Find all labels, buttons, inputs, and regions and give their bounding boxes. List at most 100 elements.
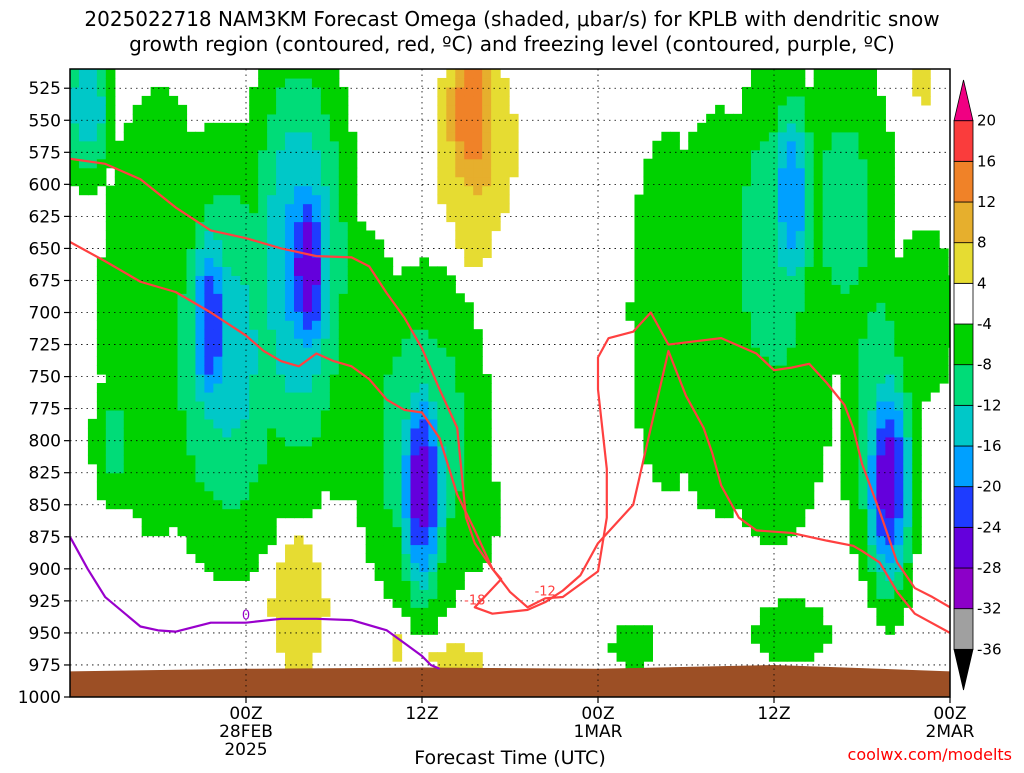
omega-cell [302,625,313,635]
omega-cell [750,347,761,357]
omega-cell [347,338,358,348]
omega-cell [437,167,447,178]
omega-cell [177,113,188,124]
omega-cell [984,625,994,635]
omega-cell [473,239,483,250]
omega-cell [652,212,662,223]
omega-cell [473,454,483,465]
omega-cell [249,391,259,402]
omega-cell [347,383,358,393]
omega-cell [258,418,268,429]
omega-cell [123,203,134,214]
omega-cell [1002,643,1012,653]
omega-cell [240,302,250,312]
omega-cell [715,230,725,241]
omega-cell [347,158,358,169]
omega-cell [777,185,788,196]
omega-cell [276,490,286,501]
omega-cell [365,356,376,366]
omega-cell [105,203,116,214]
omega-cell [715,463,725,474]
omega-cell [177,329,188,339]
omega-cell [365,257,376,267]
omega-cell [428,454,438,465]
contour-freezing [70,536,441,670]
omega-cell [222,248,232,258]
omega-cell [285,320,295,330]
omega-cell [105,140,116,151]
omega-cell [768,239,779,250]
omega-cell [347,320,358,330]
omega-cell [294,445,304,456]
omega-cell [392,643,403,653]
omega-cell [374,338,385,348]
omega-cell [894,275,904,285]
omega-cell [267,499,277,510]
omega-cell [733,383,743,393]
credit-text: coolwx.com/modelts [848,745,1012,764]
omega-cell [123,391,134,402]
omega-cell [473,409,483,420]
omega-cell [186,445,197,456]
omega-cell [105,391,116,402]
omega-cell [428,418,438,429]
omega-cell [132,374,143,384]
omega-cell [813,158,824,169]
omega-cell [840,158,851,169]
omega-cell [267,230,277,241]
omega-cell [410,535,421,546]
omega-cell [195,553,205,564]
omega-cell [365,338,376,348]
omega-cell [276,499,286,510]
omega-cell [446,176,456,187]
omega-cell [159,400,170,411]
omega-cell [777,239,788,250]
omega-cell [885,329,895,339]
omega-cell [473,481,483,492]
omega-cell [795,77,806,88]
omega-cell [168,158,179,169]
omega-cell [78,113,89,124]
omega-cell [885,418,895,429]
omega-cell [329,248,340,258]
omega-cell [912,383,922,393]
y-tick-label: 825 [29,464,61,484]
omega-cell [759,95,770,106]
omega-cell [786,248,797,258]
omega-cell [105,329,116,339]
omega-cell [105,266,116,276]
colorbar-tick-label: -28 [977,559,1002,577]
omega-cell [123,248,134,258]
omega-cell [141,356,152,366]
omega-cell [285,562,295,572]
omega-cell [410,571,421,581]
omega-cell [410,589,421,599]
omega-cell [759,158,770,169]
omega-cell [885,302,895,312]
omega-cell [132,104,143,115]
omega-cell [1011,580,1021,590]
omega-cell [383,338,394,348]
omega-cell [849,436,860,447]
omega-cell [670,239,680,250]
omega-cell [759,176,770,187]
omega-cell [168,122,179,133]
omega-cell [1011,634,1021,644]
omega-cell [302,427,313,438]
omega-cell [222,284,232,294]
omega-cell [276,320,286,330]
omega-cell [885,158,895,169]
x-tick-label: 00Z [229,704,262,724]
omega-cell [356,391,367,402]
omega-cell [231,571,241,581]
omega-cell [482,499,492,510]
omega-cell [347,481,358,492]
omega-cell [258,526,268,537]
omega-cell [786,365,797,375]
omega-cell [177,230,188,241]
omega-cell [876,427,886,438]
omega-cell [858,95,869,106]
omega-cell [464,652,474,662]
omega-cell [750,284,761,294]
omega-cell [276,302,286,312]
